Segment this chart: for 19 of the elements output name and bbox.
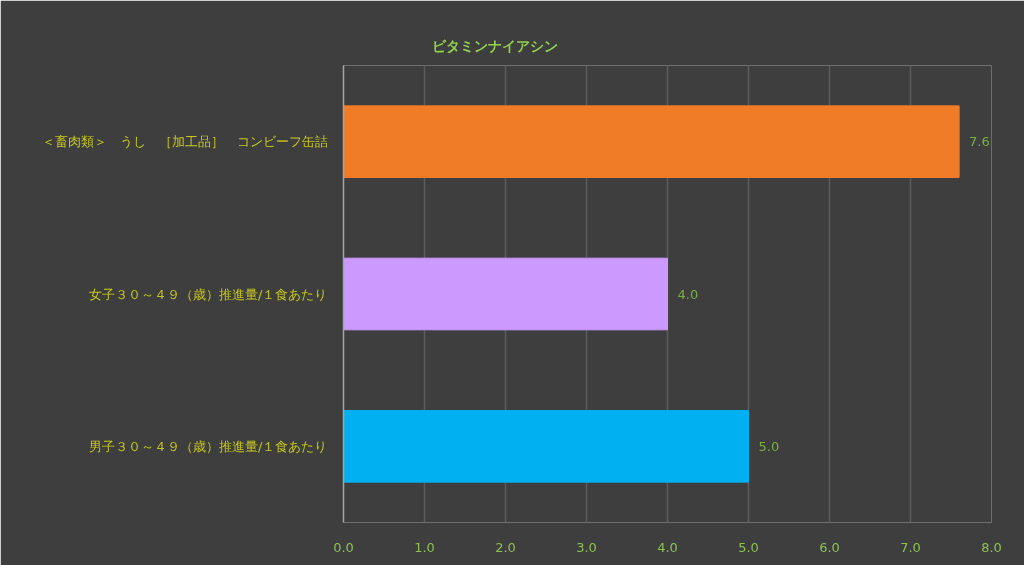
x-tick-label: 4.0 xyxy=(657,539,678,555)
bar xyxy=(343,410,749,483)
y-tick-label: 男子３０～４９（歳）推進量/１食あたり xyxy=(89,438,328,454)
data-label: 7.6 xyxy=(969,134,990,150)
data-label: 4.0 xyxy=(677,286,699,302)
x-tick-label: 0.0 xyxy=(333,539,354,555)
chart-title: ビタミンナイアシン xyxy=(431,37,558,54)
y-tick-label: 女子３０～４９（歳）推進量/１食あたり xyxy=(89,286,328,302)
bar xyxy=(343,105,960,178)
x-tick-label: 3.0 xyxy=(576,539,597,555)
x-tick-label: 6.0 xyxy=(819,539,840,555)
data-label: 5.0 xyxy=(758,438,780,454)
x-tick-label: 7.0 xyxy=(900,539,921,555)
y-tick-label: ＜畜肉類＞ うし ［加工品］ コンビーフ缶詰 xyxy=(41,134,328,150)
bar xyxy=(343,257,668,331)
x-tick-label: 8.0 xyxy=(981,539,1002,555)
x-tick-label: 5.0 xyxy=(738,539,759,555)
x-tick-label: 2.0 xyxy=(495,539,516,555)
x-tick-label: 1.0 xyxy=(414,539,435,555)
